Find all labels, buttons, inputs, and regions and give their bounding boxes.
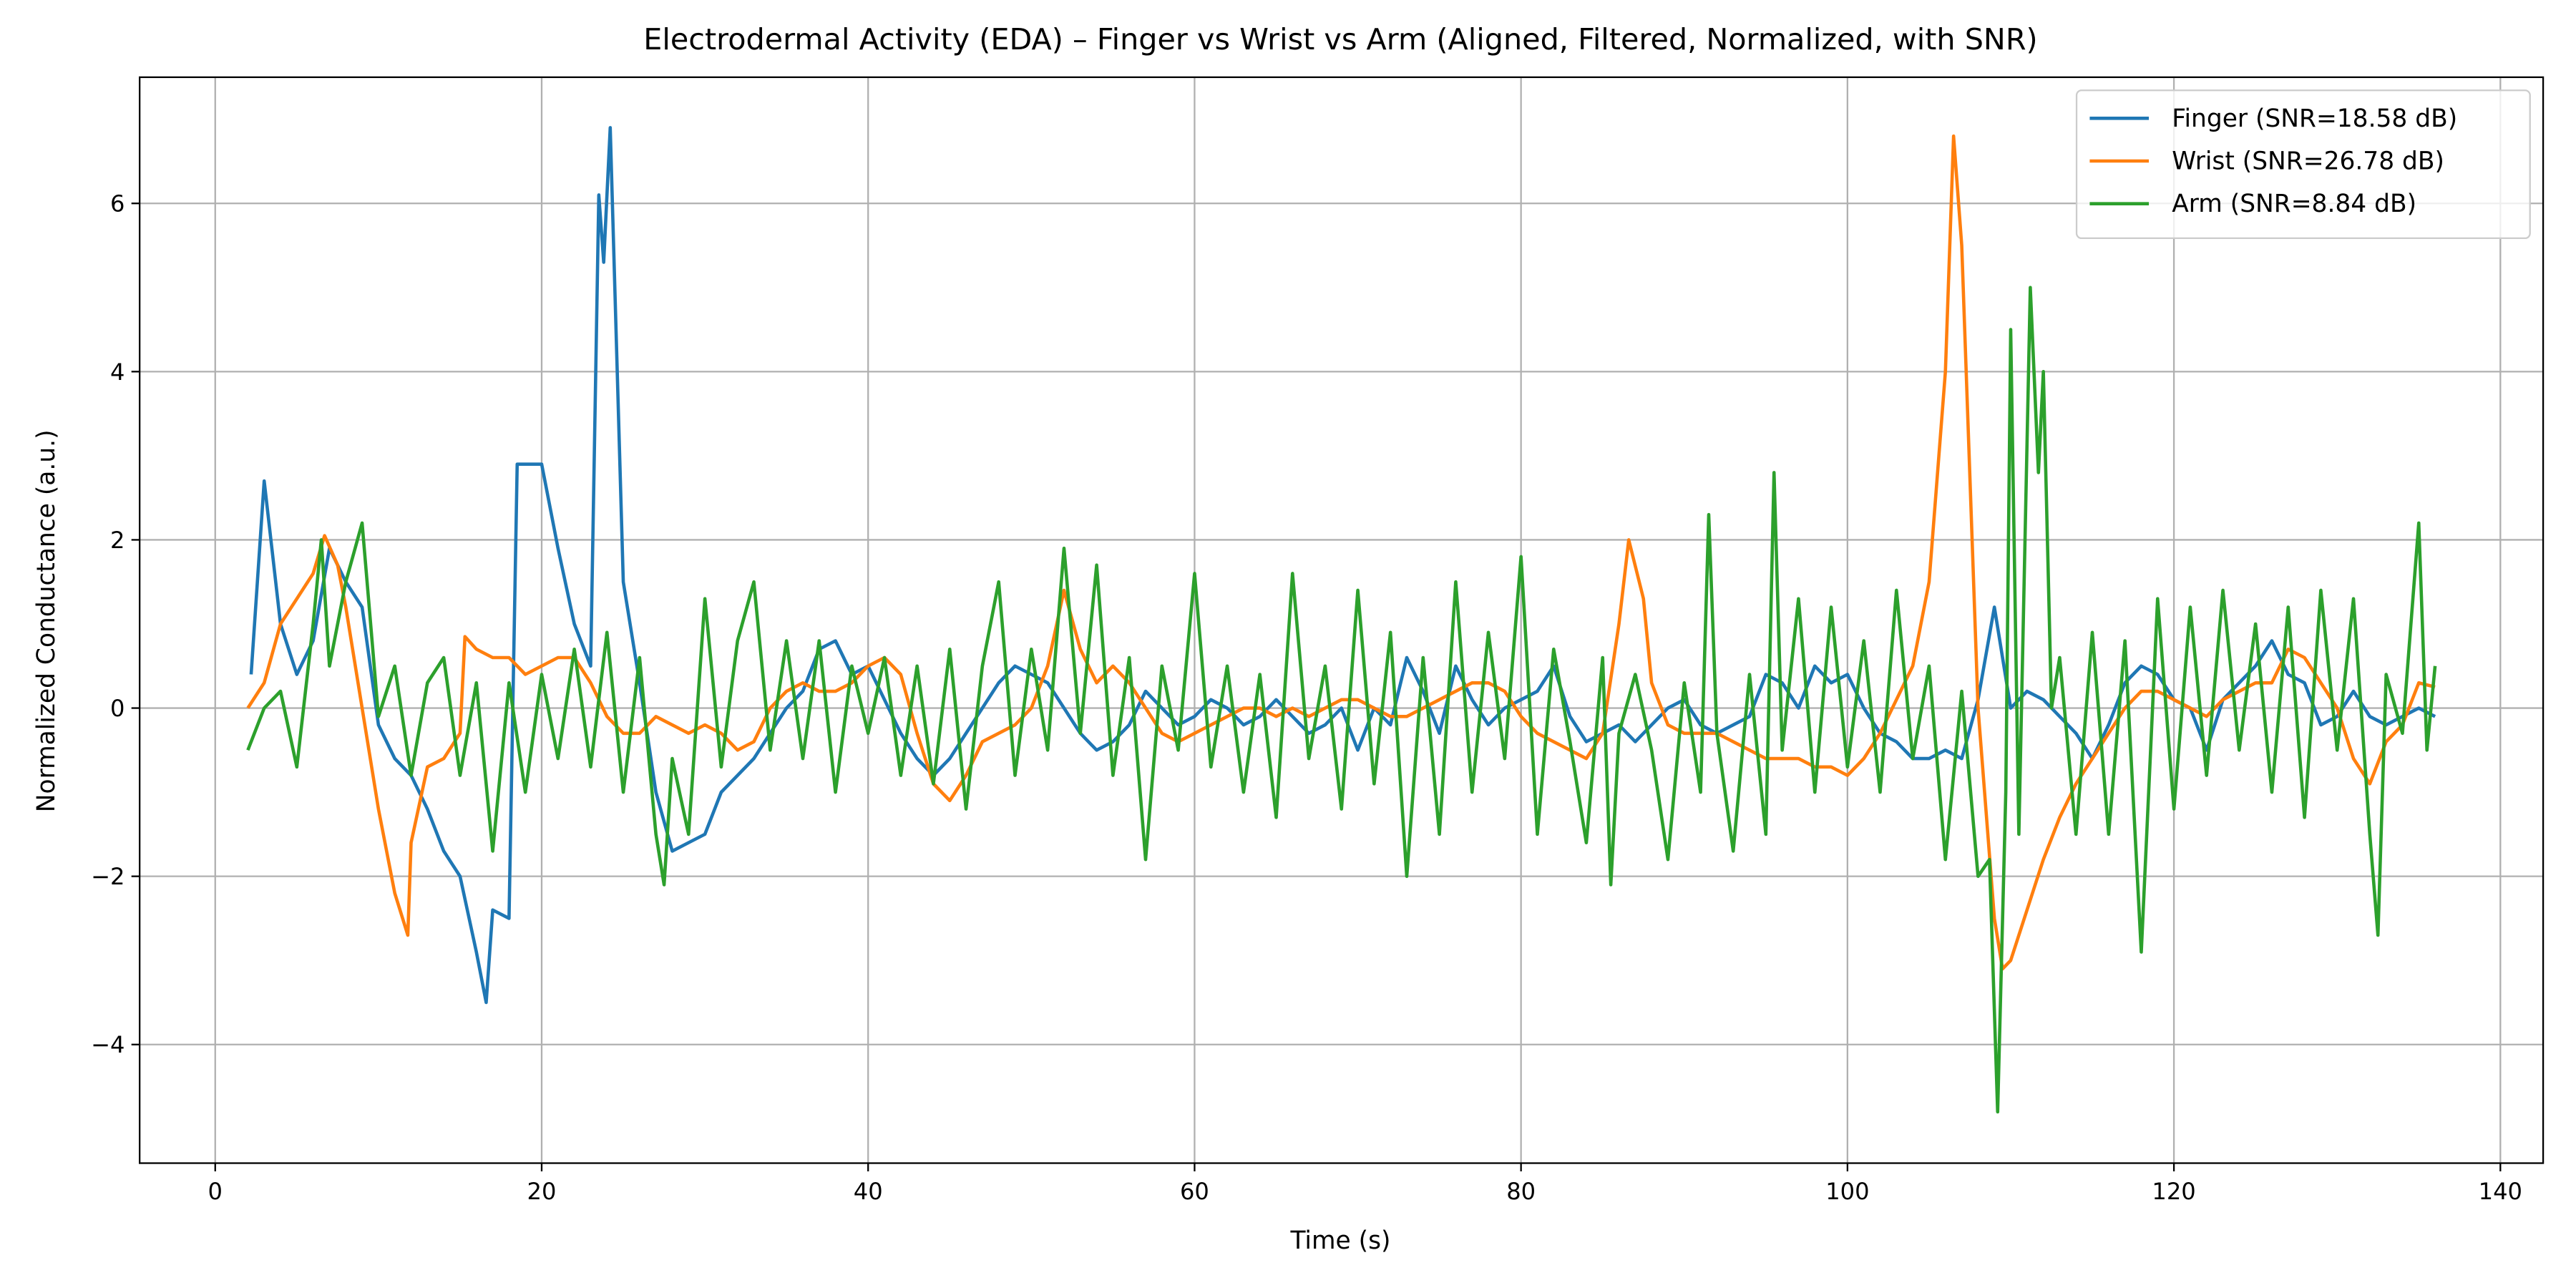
legend-label: Finger (SNR=18.58 dB) <box>2172 104 2457 133</box>
y-tick-label: 4 <box>110 358 125 386</box>
y-axis-label: Normalized Conductance (a.u.) <box>32 429 61 812</box>
y-tick-label: 2 <box>110 527 125 554</box>
legend-label: Arm (SNR=8.84 dB) <box>2172 190 2416 218</box>
y-tick-label: −2 <box>91 863 125 890</box>
series-line <box>246 286 2437 1114</box>
x-tick-label: 80 <box>1506 1178 1536 1205</box>
y-tick-label: 6 <box>110 190 125 218</box>
x-axis-label: Time (s) <box>1289 1226 1390 1255</box>
legend-box <box>2075 89 2531 240</box>
x-tick-label: 140 <box>2479 1178 2522 1205</box>
plot-frame <box>139 76 2545 1164</box>
legend: Finger (SNR=18.58 dB) Wrist (SNR=26.78 dB… <box>2075 89 2531 240</box>
x-tick-label: 60 <box>1180 1178 1209 1205</box>
x-tick-label: 120 <box>2152 1178 2195 1205</box>
x-tick-label: 0 <box>208 1178 223 1205</box>
ticks: 0 20 40 60 80 100 120 140 −4 −2 0 2 4 6 <box>91 190 2522 1205</box>
series-line <box>249 126 2436 1005</box>
x-tick-label: 40 <box>854 1178 883 1205</box>
x-tick-label: 20 <box>527 1178 557 1205</box>
legend-label: Wrist (SNR=26.78 dB) <box>2172 147 2444 175</box>
y-tick-label: 0 <box>110 695 125 722</box>
lines <box>246 126 2437 1114</box>
series-line <box>246 134 2436 971</box>
x-tick-label: 100 <box>1825 1178 1869 1205</box>
y-tick-label: −4 <box>91 1031 125 1058</box>
chart-title: Electrodermal Activity (EDA) – Finger vs… <box>643 22 2037 57</box>
